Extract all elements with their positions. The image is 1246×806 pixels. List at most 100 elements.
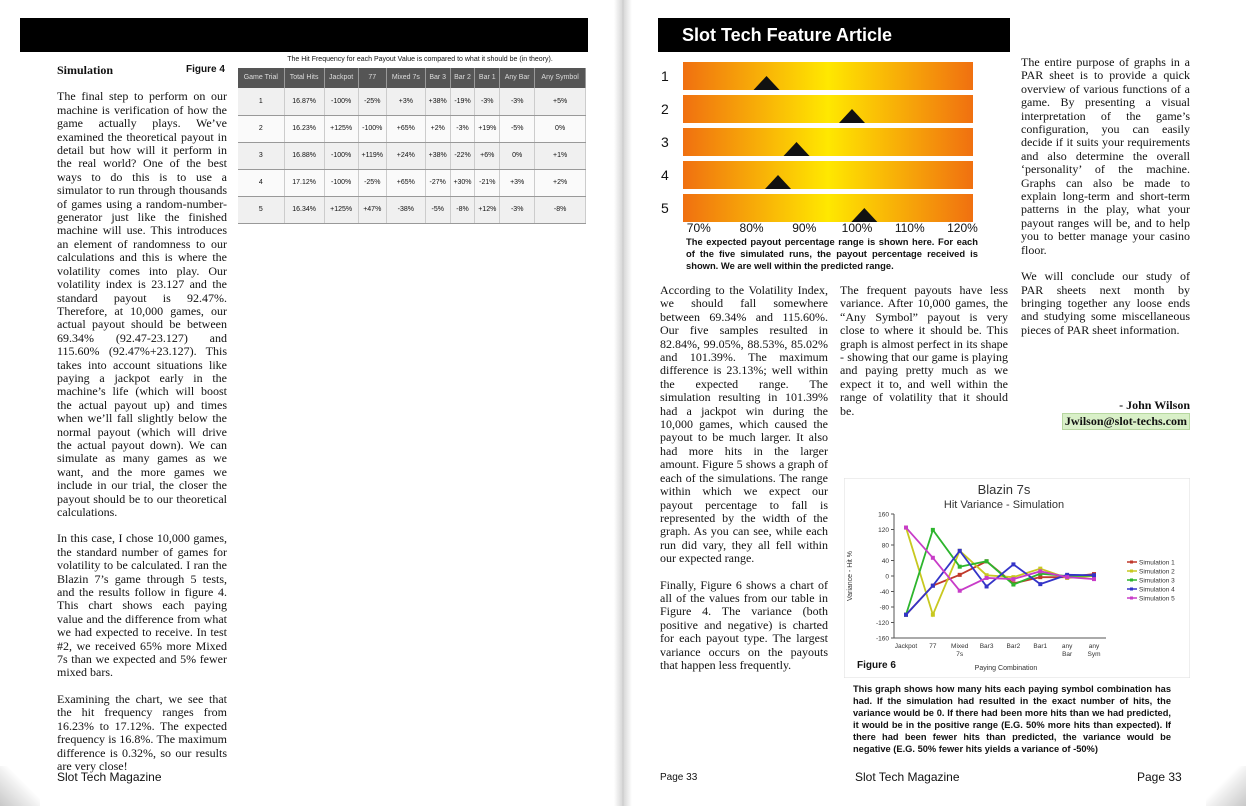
- table-cell: 0%: [499, 142, 536, 170]
- x-axis-label: Paying Combination: [975, 665, 1038, 672]
- table-cell: -27%: [425, 169, 451, 197]
- table-header-cell: Mixed 7s: [386, 68, 426, 88]
- table-row: 4 17.12% -100% -25% +65% -27% +30% -21% +3% +2%: [238, 169, 586, 197]
- table-cell: -3%: [474, 88, 501, 116]
- table-cell: 0%: [534, 115, 586, 143]
- table-header-cell: Total Hits: [284, 68, 325, 88]
- table-header-cell: Game Trial: [238, 68, 285, 88]
- x-tick-label: 100%: [842, 221, 873, 235]
- table-cell: -100%: [358, 115, 387, 143]
- page-curl-right[interactable]: [1206, 766, 1246, 806]
- y-tick-label: -80: [880, 605, 890, 612]
- table-cell: +3%: [386, 88, 426, 116]
- table-cell: -8%: [450, 196, 476, 224]
- author-email-link[interactable]: Jwilson@slot-techs.com: [1061, 413, 1190, 430]
- x-tick-label: any: [1089, 643, 1100, 650]
- table-cell: -22%: [450, 142, 476, 170]
- table-cell: 2: [238, 115, 285, 143]
- left-footer: Slot Tech Magazine: [57, 770, 162, 784]
- figure-6-label: Figure 6: [857, 660, 896, 671]
- payout-marker: [783, 142, 810, 156]
- range-band: [683, 161, 973, 189]
- y-tick-label: 80: [882, 543, 890, 550]
- table-cell: 3: [238, 142, 285, 170]
- y-tick-label: 160: [878, 512, 889, 519]
- table-cell: +2%: [534, 169, 586, 197]
- x-tick-label: Mixed: [951, 643, 969, 650]
- legend-marker: [1130, 578, 1133, 582]
- range-row-label: 1: [661, 68, 669, 84]
- table-row: 1 16.87% -100% -25% +3% +38% -19% -3% -3% +5%: [238, 88, 586, 116]
- table-cell: +3%: [499, 169, 536, 197]
- payout-marker: [838, 109, 865, 123]
- table-cell: -25%: [358, 88, 387, 116]
- legend-label: Simulation 2: [1139, 569, 1175, 576]
- payout-marker: [753, 76, 780, 90]
- table-cell: -25%: [358, 169, 387, 197]
- range-chart-caption: The expected payout percentage range is …: [686, 236, 978, 271]
- figure-6-caption: This graph shows how many hits each payi…: [853, 684, 1171, 754]
- data-point: [1092, 573, 1096, 578]
- x-tick-label: Bar3: [980, 643, 994, 650]
- legend-label: Simulation 3: [1139, 578, 1175, 585]
- x-tick-label: Bar1: [1033, 643, 1047, 650]
- table-cell: -3%: [499, 196, 536, 224]
- table-cell: 4: [238, 169, 285, 197]
- y-tick-label: 40: [882, 558, 890, 565]
- table-cell: +65%: [386, 169, 426, 197]
- y-tick-label: -160: [876, 636, 889, 643]
- table-header-cell: Jackpot: [324, 68, 359, 88]
- data-point: [1038, 575, 1043, 580]
- table-cell: -8%: [534, 196, 586, 224]
- x-tick-label: Sym: [1088, 651, 1101, 658]
- paragraph: The entire purpose of graphs in a PAR sh…: [1021, 55, 1190, 257]
- data-point: [1038, 569, 1043, 574]
- page-curl-left[interactable]: [0, 766, 40, 806]
- data-point: [1065, 572, 1070, 577]
- legend-marker: [1130, 596, 1133, 600]
- range-band: [683, 128, 973, 156]
- legend-marker: [1130, 560, 1133, 564]
- x-tick-label: 110%: [895, 221, 925, 235]
- x-tick-label: 77: [929, 643, 937, 650]
- table-cell: +12%: [474, 196, 501, 224]
- table-cell: +5%: [534, 88, 586, 116]
- data-point: [1011, 582, 1016, 587]
- data-point: [957, 564, 962, 569]
- x-tick-label: Jackpot: [895, 643, 918, 650]
- x-tick-label: 90%: [792, 221, 816, 235]
- page-number-left: Page 33: [660, 772, 698, 783]
- left-column: Simulation The final step to perform on …: [57, 63, 227, 786]
- table-cell: 16.23%: [284, 115, 325, 143]
- right-column-2: The frequent payouts have less variance.…: [840, 283, 1008, 431]
- table-row: 5 16.34% +125% +47% -38% -5% -8% +12% -3% -8%: [238, 196, 586, 224]
- table-body: 1 16.87% -100% -25% +3% +38% -19% -3% -3% +5% 2 16.…: [238, 88, 586, 224]
- feature-banner: Slot Tech Feature Article: [658, 18, 1010, 52]
- table-header-cell: 77: [358, 68, 387, 88]
- data-point: [904, 612, 908, 617]
- table-header-row: Game Trial Total Hits Jackpot 77 Mixed 7s Bar…: [238, 68, 586, 88]
- data-point: [930, 527, 935, 532]
- data-point: [1011, 577, 1016, 582]
- data-point: [1092, 577, 1096, 582]
- paragraph: Examining the chart, we see that the hit…: [57, 691, 227, 773]
- data-point: [1038, 566, 1043, 571]
- payout-range-chart: 1 2 3 4 5 70% 80% 90% 100% 110% 120%: [661, 62, 978, 235]
- right-column-3: The entire purpose of graphs in a PAR sh…: [1021, 55, 1190, 350]
- table-caption: The Hit Frequency for each Payout Value …: [287, 56, 553, 63]
- table-cell: 17.12%: [284, 169, 325, 197]
- chart-title: Blazin 7s: [978, 482, 1031, 497]
- table-header-cell: Bar 1: [474, 68, 501, 88]
- table-cell: +125%: [324, 196, 359, 224]
- x-tick-label: 70%: [687, 221, 711, 235]
- table-cell: -19%: [450, 88, 476, 116]
- range-band: [683, 194, 973, 222]
- legend-marker: [1130, 569, 1133, 573]
- data-point: [957, 572, 962, 577]
- legend-label: Simulation 1: [1139, 560, 1175, 567]
- table-cell: -21%: [474, 169, 501, 197]
- data-point: [1065, 575, 1070, 580]
- table-cell: -3%: [499, 88, 536, 116]
- table-row: 2 16.23% +125% -100% +65% +2% -3% +19% -5% 0%: [238, 115, 586, 143]
- data-point: [984, 573, 989, 578]
